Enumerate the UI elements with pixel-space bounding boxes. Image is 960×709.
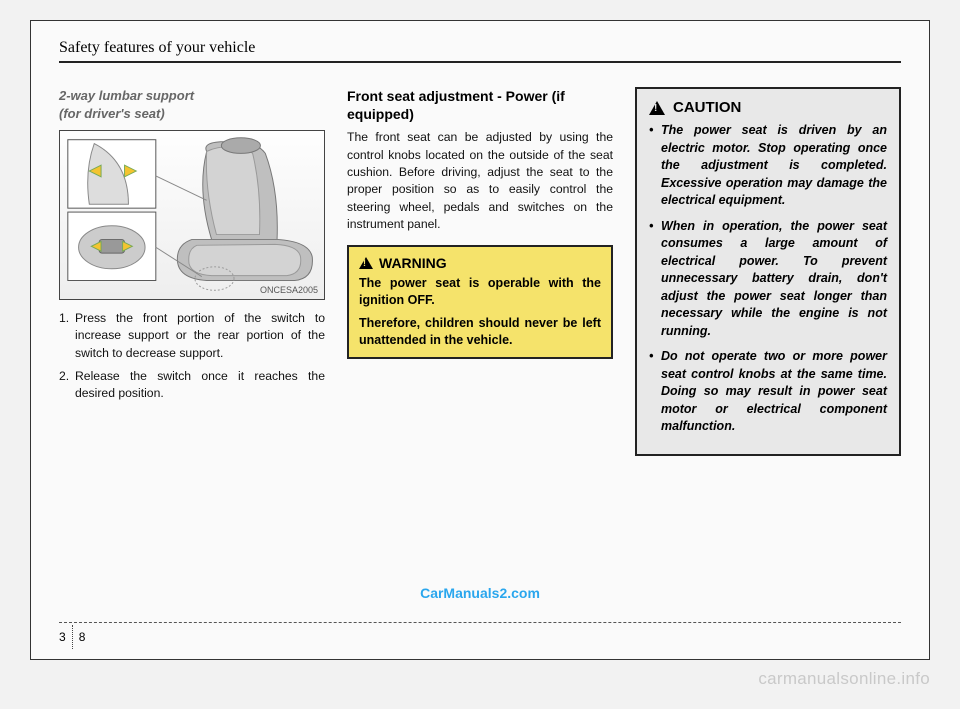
step-text: Press the front portion of the switch to… [75, 310, 325, 362]
page-number-value: 8 [79, 630, 86, 644]
caution-text: Do not operate two or more power seat co… [661, 348, 887, 436]
column-1: 2-way lumbar support (for driver's seat) [59, 87, 325, 456]
warning-triangle-icon [359, 257, 373, 269]
footer-rule [59, 622, 901, 623]
bullet: • [649, 122, 661, 210]
caution-title: CAUTION [673, 99, 741, 116]
seat-figure: ONCESA2005 [59, 130, 325, 300]
caution-list: • The power seat is driven by an electri… [649, 122, 887, 436]
warning-box: WARNING The power seat is operable with … [347, 245, 613, 359]
manual-page: Safety features of your vehicle 2-way lu… [30, 20, 930, 660]
lumbar-steps: 1. Press the front portion of the switch… [59, 310, 325, 403]
page-num-separator [72, 625, 73, 649]
lumbar-subheading: 2-way lumbar support (for driver's seat) [59, 87, 325, 122]
caution-item: • The power seat is driven by an electri… [649, 122, 887, 210]
step-1: 1. Press the front portion of the switch… [59, 310, 325, 362]
warning-p1: The power seat is operable with the igni… [359, 275, 601, 309]
bullet: • [649, 218, 661, 341]
content-columns: 2-way lumbar support (for driver's seat) [59, 87, 901, 456]
seat-illustration [60, 131, 324, 299]
column-3: CAUTION • The power seat is driven by an… [635, 87, 901, 456]
caution-item: • When in operation, the power seat cons… [649, 218, 887, 341]
warning-p2: Therefore, children should never be left… [359, 315, 601, 349]
chapter-title: Safety features of your vehicle [59, 39, 901, 61]
subhead-line1: 2-way lumbar support [59, 88, 194, 103]
caution-text: The power seat is driven by an electric … [661, 122, 887, 210]
column-2: Front seat adjustment - Power (if equipp… [347, 87, 613, 456]
step-2: 2. Release the switch once it reaches th… [59, 368, 325, 403]
page-number: 3 8 [59, 625, 85, 649]
section-number: 3 [59, 630, 66, 644]
step-text: Release the switch once it reaches the d… [75, 368, 325, 403]
power-seat-paragraph: The front seat can be adjusted by using … [347, 129, 613, 233]
bullet: • [649, 348, 661, 436]
subhead-line2: (for driver's seat) [59, 106, 165, 121]
caution-title-row: CAUTION [649, 99, 887, 116]
caution-box: CAUTION • The power seat is driven by an… [635, 87, 901, 456]
warning-title: WARNING [379, 255, 447, 271]
caution-triangle-icon [649, 101, 665, 115]
watermark-center: CarManuals2.com [420, 585, 540, 601]
header-rule [59, 61, 901, 63]
power-seat-heading: Front seat adjustment - Power (if equipp… [347, 87, 613, 123]
step-num: 2. [59, 368, 75, 403]
caution-item: • Do not operate two or more power seat … [649, 348, 887, 436]
step-num: 1. [59, 310, 75, 362]
warning-title-row: WARNING [359, 255, 601, 271]
caution-text: When in operation, the power seat consum… [661, 218, 887, 341]
figure-code: ONCESA2005 [260, 285, 318, 295]
watermark-corner: carmanualsonline.info [758, 669, 930, 689]
